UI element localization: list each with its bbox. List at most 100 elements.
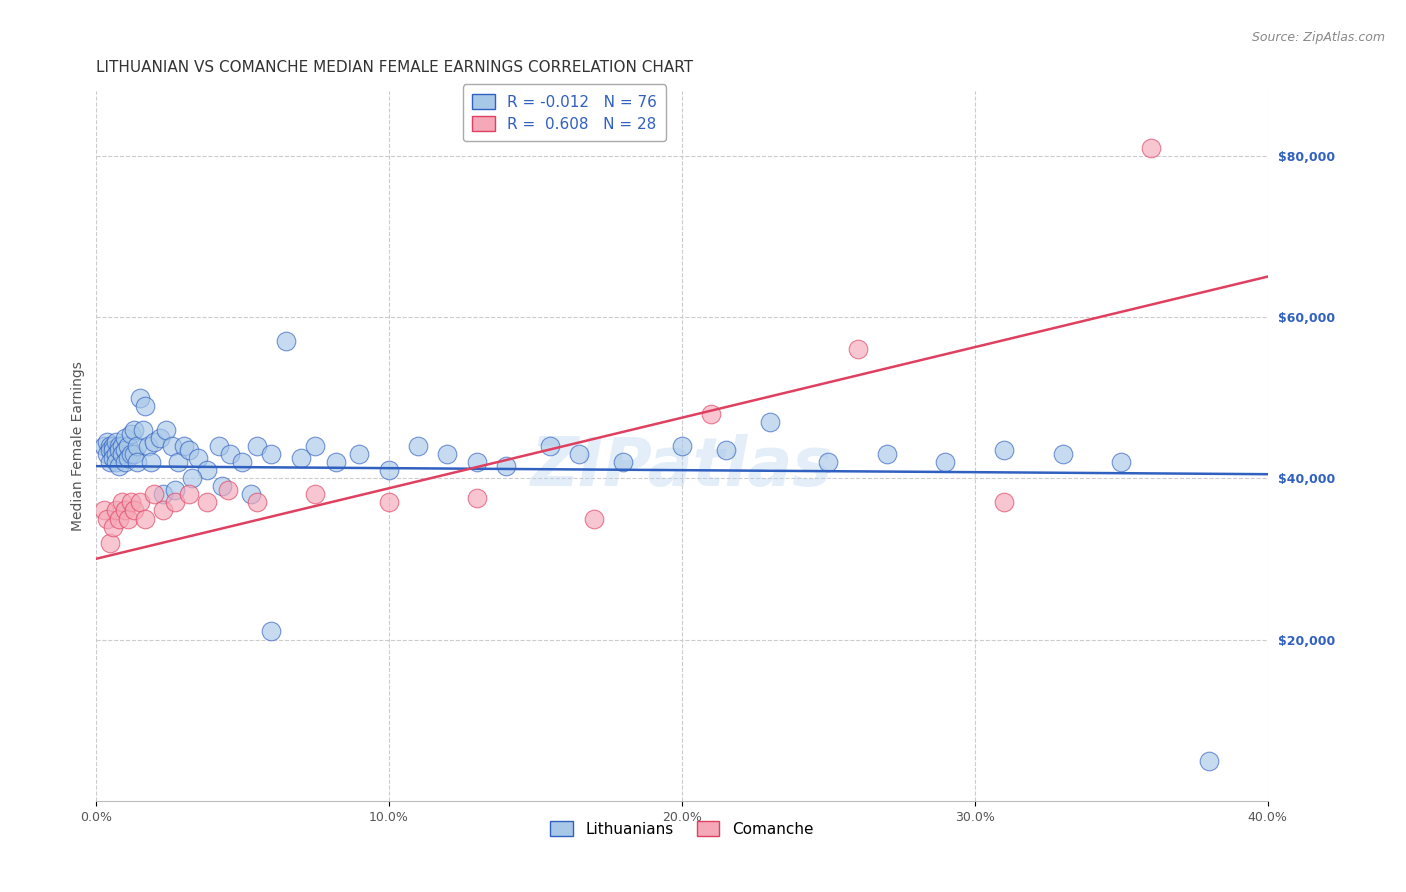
Point bbox=[117, 451, 139, 466]
Point bbox=[155, 423, 177, 437]
Point bbox=[163, 495, 186, 509]
Point bbox=[143, 434, 166, 449]
Point bbox=[93, 439, 115, 453]
Point bbox=[117, 511, 139, 525]
Point bbox=[122, 503, 145, 517]
Point bbox=[108, 439, 131, 453]
Point bbox=[538, 439, 561, 453]
Legend: Lithuanians, Comanche: Lithuanians, Comanche bbox=[544, 814, 820, 843]
Point bbox=[122, 423, 145, 437]
Point bbox=[141, 455, 163, 469]
Point bbox=[93, 503, 115, 517]
Point bbox=[108, 511, 131, 525]
Point bbox=[1139, 140, 1161, 154]
Point bbox=[111, 447, 134, 461]
Y-axis label: Median Female Earnings: Median Female Earnings bbox=[72, 361, 86, 531]
Point bbox=[120, 495, 142, 509]
Point bbox=[325, 455, 347, 469]
Point bbox=[568, 447, 591, 461]
Point bbox=[160, 439, 183, 453]
Point bbox=[96, 434, 118, 449]
Text: Source: ZipAtlas.com: Source: ZipAtlas.com bbox=[1251, 31, 1385, 45]
Point bbox=[166, 455, 188, 469]
Point bbox=[208, 439, 231, 453]
Point bbox=[114, 431, 136, 445]
Point bbox=[304, 439, 326, 453]
Point bbox=[582, 511, 605, 525]
Point bbox=[105, 434, 128, 449]
Point bbox=[1198, 754, 1220, 768]
Point bbox=[105, 455, 128, 469]
Point bbox=[700, 407, 723, 421]
Point bbox=[122, 447, 145, 461]
Point bbox=[231, 455, 253, 469]
Point bbox=[377, 463, 399, 477]
Point bbox=[108, 459, 131, 474]
Point bbox=[152, 487, 174, 501]
Point bbox=[239, 487, 262, 501]
Point bbox=[217, 483, 239, 498]
Point bbox=[131, 423, 153, 437]
Point bbox=[103, 519, 125, 533]
Point bbox=[934, 455, 956, 469]
Point bbox=[105, 447, 128, 461]
Point bbox=[98, 442, 121, 457]
Point bbox=[98, 455, 121, 469]
Point bbox=[125, 439, 148, 453]
Point bbox=[134, 511, 156, 525]
Point bbox=[108, 442, 131, 457]
Point bbox=[103, 451, 125, 466]
Point bbox=[993, 495, 1015, 509]
Point bbox=[246, 439, 269, 453]
Point bbox=[219, 447, 242, 461]
Point bbox=[114, 442, 136, 457]
Point bbox=[406, 439, 429, 453]
Point bbox=[465, 455, 488, 469]
Point bbox=[876, 447, 898, 461]
Point bbox=[120, 426, 142, 441]
Point bbox=[96, 511, 118, 525]
Point bbox=[260, 447, 283, 461]
Text: ZIPatlas: ZIPatlas bbox=[530, 434, 832, 500]
Point bbox=[117, 439, 139, 453]
Point bbox=[114, 455, 136, 469]
Point bbox=[163, 483, 186, 498]
Point bbox=[1109, 455, 1132, 469]
Point bbox=[377, 495, 399, 509]
Point bbox=[103, 442, 125, 457]
Point bbox=[152, 503, 174, 517]
Point bbox=[260, 624, 283, 639]
Point bbox=[143, 487, 166, 501]
Point bbox=[96, 447, 118, 461]
Point bbox=[125, 455, 148, 469]
Point bbox=[846, 342, 869, 356]
Point bbox=[181, 471, 204, 485]
Point bbox=[128, 391, 150, 405]
Point bbox=[495, 459, 517, 474]
Point bbox=[128, 495, 150, 509]
Point bbox=[98, 535, 121, 549]
Point bbox=[246, 495, 269, 509]
Point bbox=[105, 503, 128, 517]
Point bbox=[149, 431, 172, 445]
Point bbox=[304, 487, 326, 501]
Point bbox=[671, 439, 693, 453]
Point bbox=[993, 442, 1015, 457]
Point bbox=[276, 334, 298, 348]
Point bbox=[111, 439, 134, 453]
Point bbox=[187, 451, 209, 466]
Point bbox=[195, 495, 218, 509]
Point bbox=[98, 439, 121, 453]
Text: LITHUANIAN VS COMANCHE MEDIAN FEMALE EARNINGS CORRELATION CHART: LITHUANIAN VS COMANCHE MEDIAN FEMALE EAR… bbox=[96, 60, 693, 75]
Point bbox=[138, 439, 160, 453]
Point bbox=[758, 415, 780, 429]
Point bbox=[714, 442, 737, 457]
Point bbox=[114, 503, 136, 517]
Point bbox=[817, 455, 839, 469]
Point bbox=[1052, 447, 1074, 461]
Point bbox=[436, 447, 458, 461]
Point bbox=[179, 487, 201, 501]
Point bbox=[612, 455, 634, 469]
Point bbox=[111, 495, 134, 509]
Point bbox=[465, 491, 488, 506]
